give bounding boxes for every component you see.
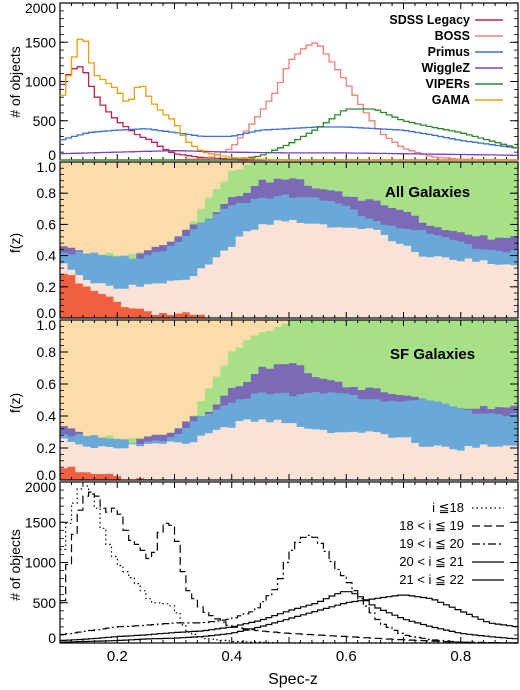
magnitude-series-line (60, 485, 518, 644)
annotation-sf-galaxies: SF Galaxies (390, 346, 475, 363)
legend-label: BOSS (435, 29, 470, 43)
panel-fraction-sf: 0.0 0.2 0.4 0.6 0.8 1.0 (37, 317, 519, 483)
y-tick-label: 0.4 (37, 248, 57, 264)
x-axis-label: Spec-z (268, 671, 318, 688)
legend-label: Primus (428, 45, 470, 59)
y-tick-label: 0.4 (37, 408, 57, 424)
y-tick-label: 0.2 (37, 279, 57, 295)
magnitude-series-line (60, 591, 518, 641)
panel-magnitude-histogram: 0.2 0.4 0.6 0.8 0 500 1000 1500 2000 i ≦18 18 < i … (25, 479, 519, 665)
y-tick-label: 1500 (25, 34, 56, 50)
legend-label: 18 < i ≦ 19 (399, 518, 464, 533)
legend-label: GAMA (432, 93, 470, 107)
panel-survey-histogram: 0 500 1000 1500 2000 SDSS Legacy BOSS Primus Wig… (25, 0, 519, 163)
series-line-primus (60, 126, 518, 149)
y-tick-label: 0.2 (37, 440, 57, 456)
y-tick-label: 500 (33, 595, 57, 611)
legend-label: 19 < i ≦ 20 (399, 536, 464, 551)
stacked-area-layer (60, 273, 518, 318)
y-tick-label: 0.0 (37, 305, 57, 321)
series-line-gama (60, 38, 518, 161)
y-tick-label: 0.0 (37, 467, 57, 483)
y-tick-label: 0.6 (37, 376, 57, 392)
x-tick-label: 0.8 (450, 648, 471, 665)
x-tick-label: 0.2 (107, 648, 128, 665)
y-axis-label-top: # of objects (7, 46, 23, 118)
y-tick-label: 0.8 (37, 185, 57, 201)
annotation-all-galaxies: All Galaxies (385, 184, 470, 201)
y-tick-label: 1000 (25, 74, 56, 90)
magnitude-series-line (60, 534, 518, 644)
legend-label: WiggleZ (422, 61, 471, 75)
y-tick-label: 2000 (25, 479, 56, 495)
panel-fraction-all: 0.0 0.2 0.4 0.6 0.8 1.0 (37, 159, 519, 321)
y-tick-label: 1.0 (37, 159, 57, 175)
legend-label: i ≦18 (432, 500, 464, 515)
magnitude-series-line (60, 491, 518, 644)
y-tick-label: 2000 (25, 0, 56, 16)
y-tick-label: 1.0 (37, 317, 57, 333)
y-tick-label: 1000 (25, 555, 56, 571)
legend-label: VIPERs (426, 77, 471, 91)
y-tick-label: 1500 (25, 514, 56, 530)
stacked-area-layer (60, 419, 518, 480)
x-tick-label: 0.6 (336, 648, 357, 665)
magnitude-series-line (60, 594, 518, 643)
legend-label: 20 < i ≦ 21 (399, 554, 464, 569)
y-axis-label-fraction-sf: f(z) (7, 393, 23, 413)
y-tick-label: 0.6 (37, 216, 57, 232)
y-axis-label-fraction-all: f(z) (7, 233, 23, 253)
y-tick-label: 0 (48, 147, 56, 163)
stacked-area-layer (60, 219, 518, 318)
x-tick-label: 0.4 (221, 648, 242, 665)
y-tick-label: 0.8 (37, 344, 57, 360)
y-axis-label-bottom: # of objects (7, 529, 23, 601)
y-tick-label: 500 (33, 113, 57, 129)
y-tick-label: 0 (48, 630, 56, 646)
legend-label: SDSS Legacy (389, 13, 470, 27)
legend-label: 21 < i ≦ 22 (399, 572, 464, 587)
series-line-vipers (60, 108, 518, 161)
